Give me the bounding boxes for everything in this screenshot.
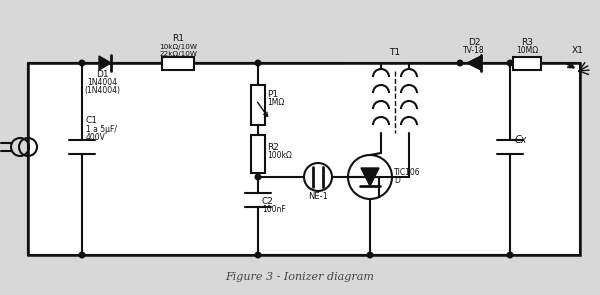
Text: 100nF: 100nF [262,205,286,214]
Text: 400V: 400V [86,133,106,142]
Text: 22kΩ/10W: 22kΩ/10W [159,51,197,57]
FancyBboxPatch shape [251,135,265,173]
Text: R1: R1 [172,34,184,43]
Text: X1: X1 [572,46,584,55]
Text: P1: P1 [267,90,278,99]
Text: 100kΩ: 100kΩ [267,151,292,160]
Text: C2: C2 [262,197,274,206]
FancyBboxPatch shape [513,57,541,70]
Circle shape [507,252,513,258]
Text: TV-18: TV-18 [463,46,485,55]
Text: 10kΩ/10W: 10kΩ/10W [159,44,197,50]
Text: D1: D1 [95,70,109,79]
Polygon shape [361,168,379,186]
Text: C1: C1 [86,116,98,125]
Text: 10MΩ: 10MΩ [516,46,538,55]
Text: NE-1: NE-1 [308,192,328,201]
Circle shape [79,252,85,258]
Text: D2: D2 [468,38,480,47]
Circle shape [507,60,513,66]
Circle shape [255,252,261,258]
Polygon shape [467,56,481,70]
Text: 1N4004: 1N4004 [87,78,117,87]
Text: TIC106: TIC106 [394,168,421,177]
FancyBboxPatch shape [28,63,580,255]
Text: Figure 3 - Ionizer diagram: Figure 3 - Ionizer diagram [226,272,374,282]
Circle shape [255,174,261,180]
Text: R3: R3 [521,38,533,47]
Text: R2: R2 [267,143,279,152]
Circle shape [255,60,261,66]
Polygon shape [99,56,111,70]
Text: (1N4004): (1N4004) [84,86,120,95]
Text: T1: T1 [389,48,401,57]
FancyBboxPatch shape [162,57,194,70]
Text: 1MΩ: 1MΩ [267,98,284,107]
FancyBboxPatch shape [251,85,265,125]
Text: Cx: Cx [515,135,527,145]
Circle shape [457,60,463,66]
Text: D: D [394,176,400,185]
Circle shape [79,60,85,66]
Circle shape [367,252,373,258]
Text: 1 a 5μF/: 1 a 5μF/ [86,125,117,134]
